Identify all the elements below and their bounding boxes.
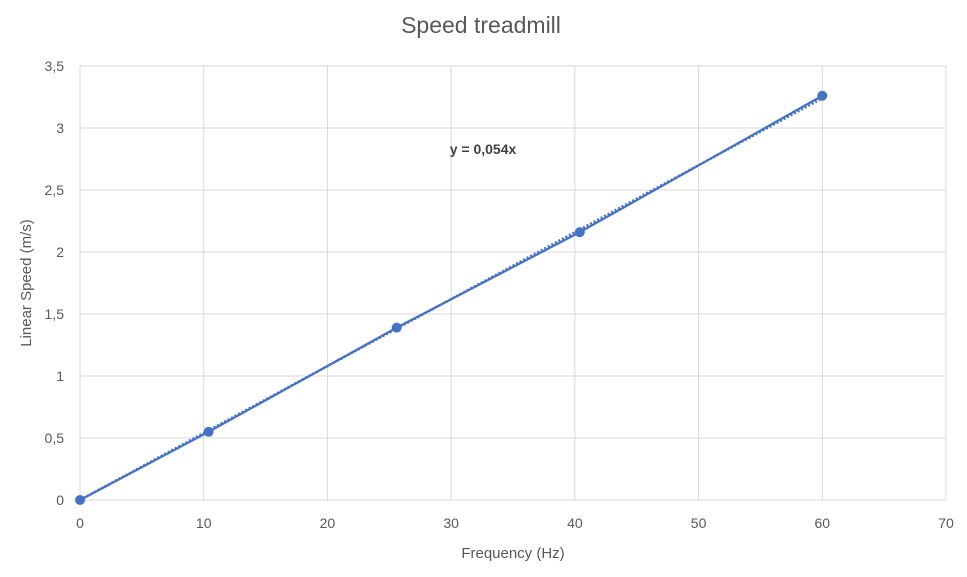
x-axis-label: Frequency (Hz) — [461, 545, 564, 562]
x-tick-label: 30 — [443, 515, 459, 531]
trendline — [79, 97, 823, 502]
x-axis-ticks: 0 10 20 30 40 50 60 70 — [76, 515, 954, 531]
data-point — [203, 426, 214, 437]
y-tick-label: 1,5 — [45, 306, 65, 322]
gridlines — [79, 65, 947, 501]
x-tick-label: 40 — [567, 515, 583, 531]
y-axis-ticks: 0 0,5 1 1,5 2 2,5 3 3,5 — [45, 58, 65, 508]
data-point — [75, 495, 85, 505]
chart-title: Speed treadmill — [401, 12, 561, 38]
x-tick-label: 20 — [320, 515, 336, 531]
data-point — [391, 322, 402, 333]
x-tick-label: 70 — [938, 515, 954, 531]
y-tick-label: 3,5 — [45, 58, 65, 74]
y-tick-label: 2 — [56, 244, 64, 260]
x-tick-label: 50 — [691, 515, 707, 531]
y-tick-label: 2,5 — [45, 182, 65, 198]
trendline-equation: y = 0,054x — [450, 141, 517, 157]
y-tick-label: 0 — [56, 492, 64, 508]
data-point — [817, 90, 828, 101]
y-tick-label: 0,5 — [45, 430, 65, 446]
x-tick-label: 10 — [196, 515, 212, 531]
data-point — [574, 227, 585, 238]
y-tick-label: 1 — [56, 368, 64, 384]
data-series — [75, 90, 828, 505]
y-axis-label: Linear Speed (m/s) — [18, 219, 35, 347]
x-tick-label: 0 — [76, 515, 84, 531]
x-tick-label: 60 — [814, 515, 830, 531]
y-tick-label: 3 — [56, 120, 64, 136]
